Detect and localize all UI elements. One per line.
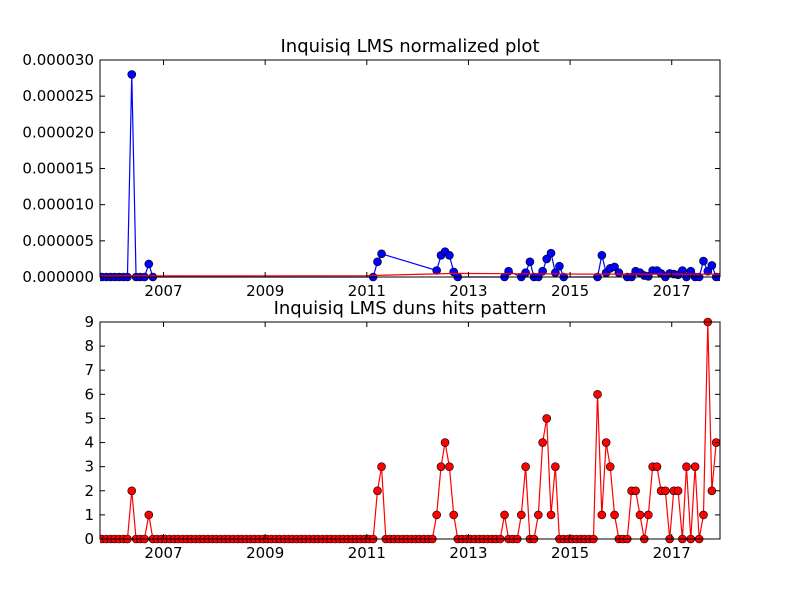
data-point	[127, 70, 137, 79]
y-tick-label: 8	[84, 337, 94, 355]
data-point	[373, 486, 382, 496]
x-tick-label: 2013	[449, 282, 487, 300]
y-tick-label: 1	[84, 506, 94, 524]
data-point	[538, 266, 547, 276]
y-tick-label: 7	[84, 361, 94, 379]
data-point	[127, 486, 137, 496]
data-point	[525, 257, 535, 267]
data-point	[555, 261, 564, 271]
data-point	[542, 414, 552, 423]
data-point	[432, 266, 441, 275]
y-tick-label: 0.000000	[22, 268, 94, 286]
data-point	[538, 438, 547, 447]
data-point	[673, 486, 683, 496]
y-tick-label: 0.000020	[22, 123, 94, 141]
chart-1-title: Inquisiq LMS normalized plot	[280, 36, 539, 57]
y-tick-label: 3	[84, 458, 94, 476]
x-tick-label: 2013	[449, 544, 487, 562]
data-point	[610, 510, 619, 520]
x-tick-label: 2015	[551, 544, 589, 562]
data-point	[373, 257, 382, 267]
y-tick-label: 0.000015	[22, 160, 94, 178]
y-tick-label: 0.000025	[22, 87, 94, 105]
y-tick-label: 0	[84, 530, 94, 548]
y-tick-label: 0.000030	[22, 51, 94, 69]
data-point	[631, 486, 640, 496]
y-tick-label: 5	[84, 409, 94, 427]
data-point	[377, 249, 386, 259]
data-point	[144, 259, 154, 269]
data-point	[707, 261, 717, 270]
x-tick-label: 2011	[348, 544, 386, 562]
data-point	[601, 438, 611, 447]
y-tick-label: 0.000005	[22, 232, 94, 250]
data-point	[534, 510, 543, 520]
chart-2: 0 1 2 3 4 5 6 7 8 9 2007 2009 2011 2013 2015 2017 Inquis…	[84, 298, 721, 562]
y-tick-label: 2	[84, 482, 94, 500]
data-point	[597, 251, 607, 260]
data-point	[699, 510, 708, 520]
data-point	[551, 462, 560, 471]
data-point	[644, 510, 653, 520]
data-point	[516, 510, 526, 520]
data-point	[445, 251, 454, 260]
plots: 0.000000 0.000005 0.000010 0.000015 0.000020…	[22, 36, 721, 562]
chart-2-title: Inquisiq LMS duns hits pattern	[274, 298, 547, 319]
data-point	[686, 266, 696, 276]
data-point	[610, 262, 619, 272]
data-point	[521, 268, 530, 277]
y-tick-label: 6	[84, 385, 94, 403]
data-point	[377, 462, 386, 471]
y-tick-label: 4	[84, 434, 94, 452]
data-point	[436, 462, 446, 471]
chart-2-frame	[99, 321, 721, 540]
data-point	[546, 510, 556, 520]
data-point	[521, 462, 530, 471]
x-tick-label: 2011	[348, 282, 386, 300]
data-point	[699, 256, 708, 266]
y-tick-label: 9	[84, 313, 94, 331]
data-point	[707, 486, 717, 496]
data-point	[703, 266, 713, 276]
x-tick-label: 2009	[246, 282, 284, 300]
data-point	[542, 254, 552, 264]
data-point	[635, 510, 645, 520]
data-point	[597, 510, 607, 520]
x-tick-label: 2007	[144, 544, 182, 562]
chart-1: 0.000000 0.000005 0.000010 0.000015 0.000020…	[22, 36, 721, 300]
data-point	[449, 510, 459, 520]
data-point	[614, 268, 624, 277]
data-point	[445, 462, 454, 471]
data-point	[690, 462, 700, 471]
data-point	[682, 462, 691, 471]
data-point	[500, 510, 509, 520]
data-point	[593, 390, 602, 399]
data-point	[440, 438, 450, 447]
data-point	[546, 248, 556, 258]
x-tick-label: 2017	[653, 282, 691, 300]
x-tick-label: 2017	[653, 544, 691, 562]
data-point	[144, 510, 154, 520]
y-tick-label: 0.000010	[22, 196, 94, 214]
data-point	[652, 462, 662, 471]
data-point	[661, 486, 670, 496]
x-tick-label: 2007	[144, 282, 182, 300]
x-tick-label: 2015	[551, 282, 589, 300]
data-point	[605, 462, 615, 471]
x-tick-label: 2009	[246, 544, 284, 562]
data-point	[432, 510, 441, 520]
